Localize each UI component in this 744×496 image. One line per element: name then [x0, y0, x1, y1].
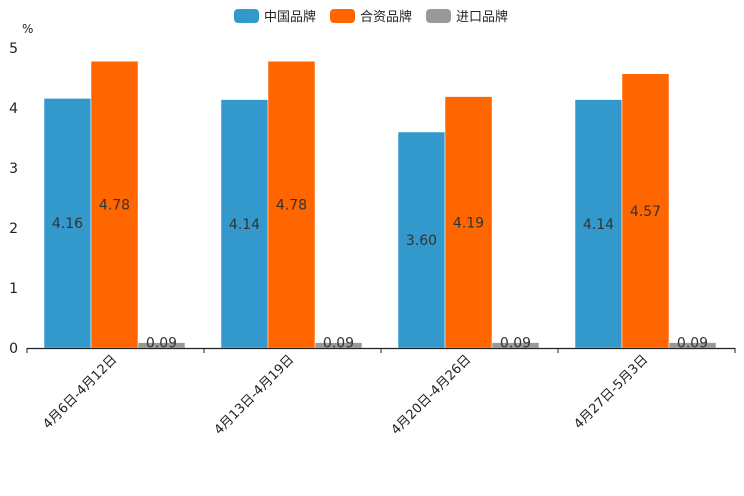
- data-label: 4.14: [229, 217, 260, 233]
- data-label: 4.16: [52, 216, 83, 232]
- bar-0-2: [397, 131, 446, 349]
- data-label: 4.19: [453, 215, 484, 231]
- y-tick-label: 4: [9, 101, 18, 117]
- data-label: 0.09: [677, 336, 708, 352]
- y-tick-label: 2: [9, 221, 18, 237]
- x-tick-label: 4月27日-5月3日: [571, 352, 651, 432]
- data-label: 4.14: [583, 217, 614, 233]
- y-axis-unit: %: [22, 22, 33, 36]
- bar-1-2: [444, 96, 493, 349]
- data-label: 4.78: [276, 198, 307, 214]
- legend-swatch: [330, 9, 355, 23]
- legend-label: 合资品牌: [360, 9, 412, 25]
- x-tick-label: 4月13日-4月19日: [212, 352, 298, 438]
- data-label: 0.09: [146, 336, 177, 352]
- data-label: 0.09: [323, 336, 354, 352]
- bar-1-3: [621, 73, 670, 349]
- y-tick-label: 5: [9, 41, 18, 57]
- legend-label: 中国品牌: [264, 9, 316, 25]
- data-label: 0.09: [500, 336, 531, 352]
- legend-swatch: [426, 9, 451, 23]
- x-tick-label: 4月6日-4月12日: [40, 352, 120, 432]
- bar-0-0: [43, 98, 92, 349]
- y-tick-label: 0: [9, 341, 18, 357]
- legend-swatch: [234, 9, 259, 23]
- bar-0-3: [574, 99, 623, 349]
- y-tick-label: 1: [9, 281, 18, 297]
- data-label: 4.57: [630, 204, 661, 220]
- data-label: 4.78: [99, 198, 130, 214]
- legend-label: 进口品牌: [456, 9, 508, 25]
- bar-1-0: [90, 60, 139, 349]
- x-tick-label: 4月20日-4月26日: [389, 352, 475, 438]
- data-label: 3.60: [406, 233, 437, 249]
- bar-1-1: [267, 60, 316, 349]
- y-tick-label: 3: [9, 161, 18, 177]
- bar-0-1: [220, 99, 269, 349]
